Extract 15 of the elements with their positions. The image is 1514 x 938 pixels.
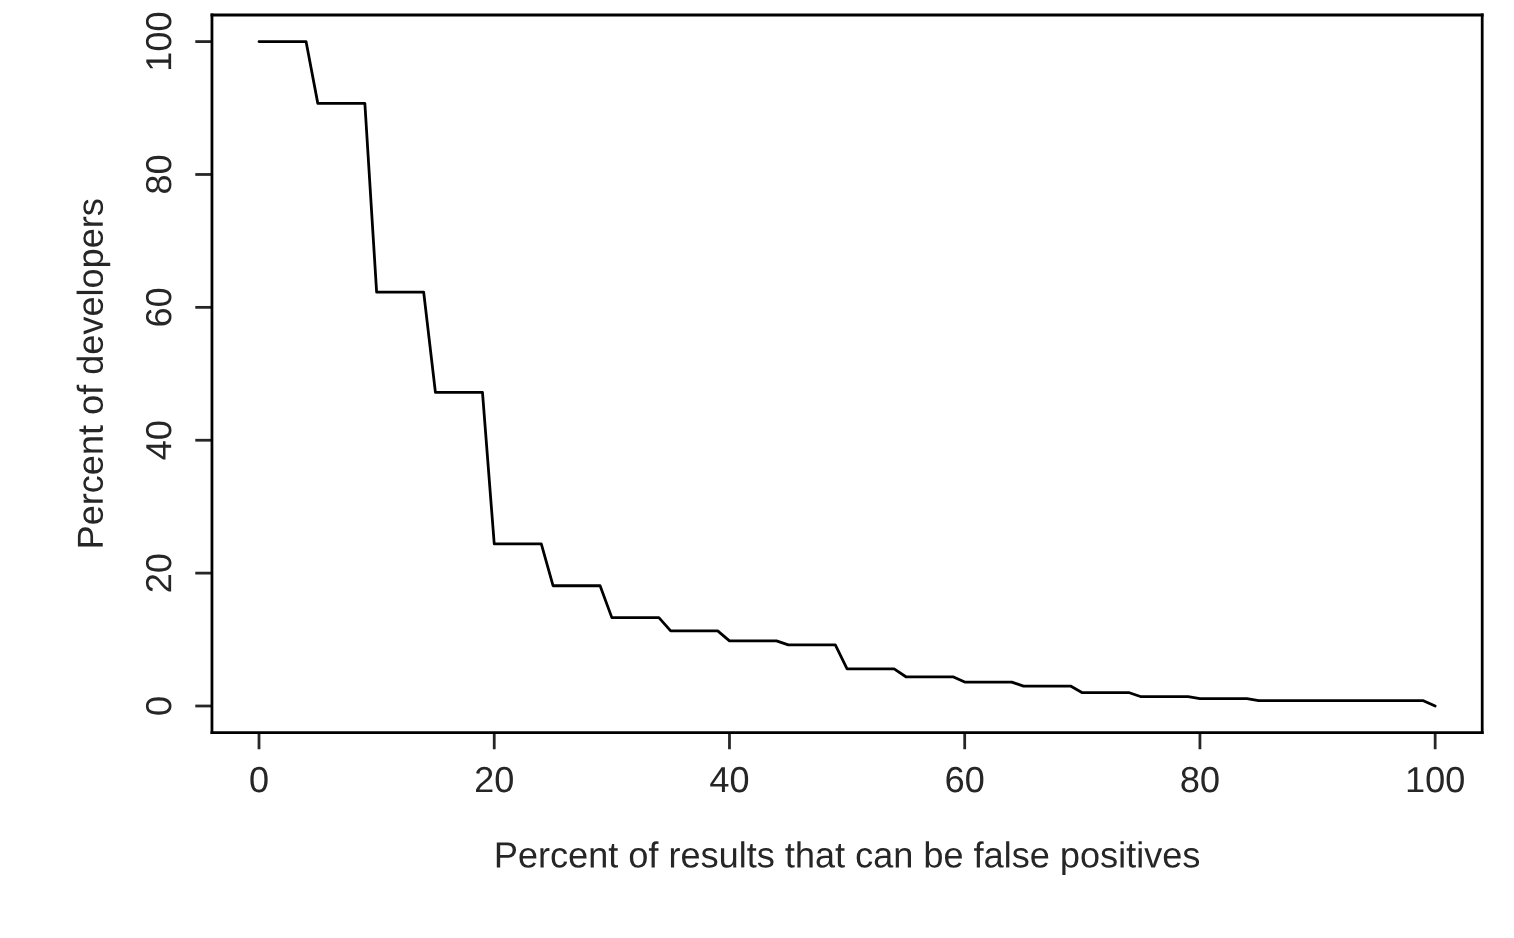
y-tick-label: 0 — [145, 697, 172, 715]
y-tick-label: 20 — [145, 554, 172, 592]
x-tick-label: 80 — [1181, 766, 1219, 793]
y-tick-label: 100 — [145, 12, 172, 69]
x-tick-label: 20 — [475, 766, 513, 793]
y-tick-label: 60 — [145, 288, 172, 326]
y-tick-label: 80 — [145, 155, 172, 193]
y-tick-label: 40 — [145, 421, 172, 460]
y-axis-title: Percent of developers — [76, 199, 111, 547]
x-tick-label: 40 — [710, 766, 749, 793]
x-tick-label: 60 — [946, 766, 984, 793]
x-axis-title: Percent of results that can be false positives — [496, 841, 1200, 875]
line-series — [257, 40, 1437, 708]
x-tick-label: 100 — [1407, 766, 1464, 793]
x-tick-label: 0 — [250, 766, 268, 793]
